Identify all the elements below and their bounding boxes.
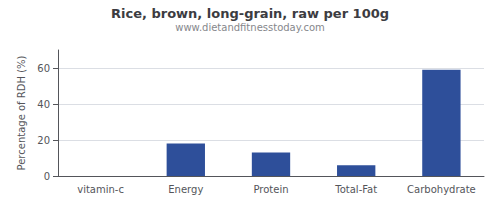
svg-text:40: 40: [37, 99, 50, 110]
svg-text:Total-Fat: Total-Fat: [334, 184, 377, 195]
svg-text:Carbohydrate: Carbohydrate: [407, 184, 476, 195]
svg-text:vitamin-c: vitamin-c: [77, 184, 124, 195]
svg-text:Rice, brown, long-grain, raw p: Rice, brown, long-grain, raw per 100g: [111, 6, 389, 21]
svg-text:60: 60: [37, 63, 50, 74]
svg-text:20: 20: [37, 135, 50, 146]
svg-text:0: 0: [44, 171, 50, 182]
svg-text:Energy: Energy: [168, 184, 203, 195]
svg-text:Protein: Protein: [253, 184, 288, 195]
svg-text:Percentage of RDH (%): Percentage of RDH (%): [16, 55, 27, 170]
svg-text:www.dietandfitnesstoday.com: www.dietandfitnesstoday.com: [175, 22, 324, 33]
